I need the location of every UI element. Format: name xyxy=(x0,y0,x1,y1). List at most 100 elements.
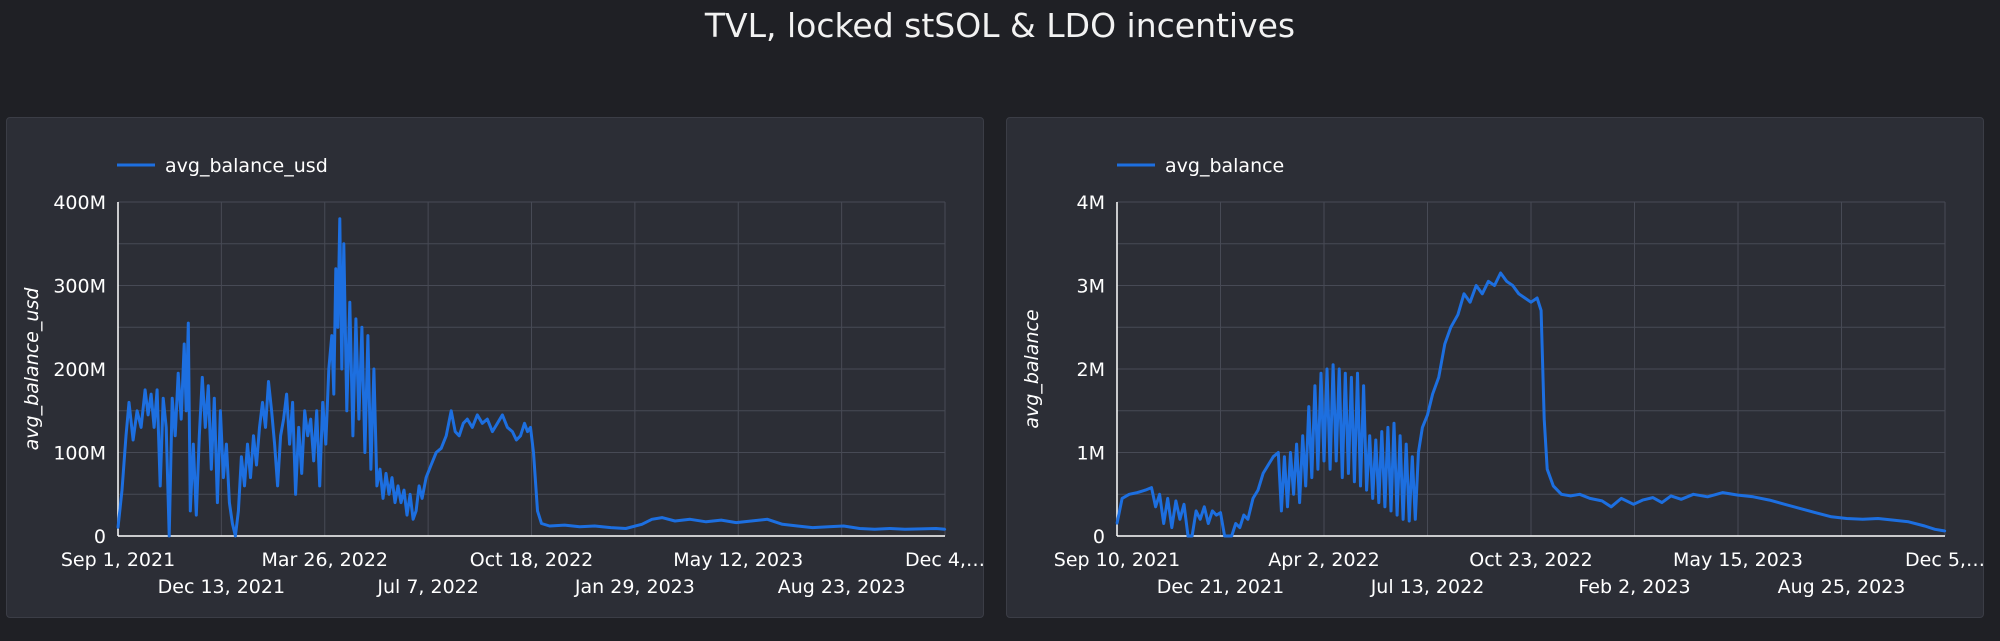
data-point xyxy=(414,509,418,513)
data-point xyxy=(1660,501,1664,504)
data-point xyxy=(1560,493,1563,496)
data-point xyxy=(1529,301,1533,304)
data-point xyxy=(496,422,499,425)
data-point xyxy=(170,397,174,400)
data-point xyxy=(1295,442,1298,446)
data-point xyxy=(1721,491,1724,494)
data-point xyxy=(609,526,612,529)
data-point xyxy=(903,528,907,531)
data-point xyxy=(324,442,327,446)
data-point xyxy=(348,301,352,304)
data-point xyxy=(198,434,201,437)
x-tick-label: Dec 21, 2021 xyxy=(1157,576,1284,598)
data-point xyxy=(357,417,361,421)
data-point xyxy=(1286,505,1289,508)
data-point xyxy=(146,413,150,417)
data-point xyxy=(1203,505,1206,508)
data-point xyxy=(1588,497,1592,500)
data-point xyxy=(330,334,333,337)
data-point xyxy=(1569,494,1572,498)
x-tick-label: Apr 2, 2022 xyxy=(1268,549,1379,571)
data-point xyxy=(491,430,494,433)
data-point xyxy=(1368,434,1371,437)
dashboard-title: TVL, locked stSOL & LDO incentives xyxy=(704,6,1296,45)
data-point xyxy=(1487,280,1490,283)
data-point xyxy=(1907,520,1910,524)
data-point xyxy=(1199,518,1202,521)
x-tick-label: Jul 13, 2022 xyxy=(1370,576,1485,598)
data-point xyxy=(1350,376,1353,379)
data-point xyxy=(240,455,243,458)
legend-label: avg_balance_usd xyxy=(165,155,328,177)
data-point xyxy=(1578,493,1581,496)
x-tick-label: Sep 1, 2021 xyxy=(61,549,175,571)
data-point xyxy=(1277,451,1280,454)
data-point xyxy=(282,417,285,421)
y-tick-label: 300M xyxy=(53,276,106,298)
data-point xyxy=(1256,488,1260,492)
data-point xyxy=(127,401,131,404)
data-point xyxy=(842,524,845,528)
data-point xyxy=(297,426,300,429)
data-point xyxy=(1468,301,1472,304)
data-point xyxy=(1246,518,1250,521)
data-point xyxy=(318,484,321,488)
data-point xyxy=(273,442,276,446)
data-point xyxy=(532,451,535,454)
data-point xyxy=(216,501,219,504)
data-point xyxy=(1481,292,1484,296)
data-point xyxy=(167,534,171,538)
data-point xyxy=(143,388,147,392)
x-tick-label: Dec 5,… xyxy=(1905,549,1985,571)
data-point xyxy=(276,484,279,488)
data-point xyxy=(1338,367,1341,371)
data-point xyxy=(1443,342,1446,346)
data-point xyxy=(252,434,255,437)
data-point xyxy=(309,417,312,421)
data-point xyxy=(351,434,355,437)
data-point xyxy=(408,493,412,496)
data-point xyxy=(152,426,156,429)
data-point xyxy=(429,463,433,467)
data-point xyxy=(1261,472,1265,475)
data-point xyxy=(243,484,246,488)
data-point xyxy=(1182,503,1186,506)
data-point xyxy=(338,217,342,220)
data-point xyxy=(131,438,135,442)
data-point xyxy=(1389,509,1393,513)
data-point xyxy=(735,521,738,524)
data-point xyxy=(1437,376,1440,379)
data-point xyxy=(363,451,367,454)
data-point xyxy=(1552,484,1555,488)
data-point xyxy=(650,518,654,521)
data-point xyxy=(1651,496,1654,499)
data-point xyxy=(1600,499,1604,503)
data-point xyxy=(1386,426,1390,429)
data-point xyxy=(1310,476,1314,479)
data-point xyxy=(279,434,282,437)
data-point xyxy=(1404,442,1408,446)
data-point xyxy=(466,417,469,421)
data-point xyxy=(1166,497,1169,500)
data-point xyxy=(1365,488,1368,492)
data-point xyxy=(1392,422,1396,425)
y-tick-label: 400M xyxy=(53,192,106,214)
data-point xyxy=(1154,505,1157,508)
data-point xyxy=(827,525,830,529)
data-point xyxy=(1266,463,1270,467)
data-point xyxy=(1475,284,1478,287)
data-point xyxy=(481,422,484,425)
data-point xyxy=(1215,513,1218,517)
data-point xyxy=(342,242,346,245)
data-point xyxy=(1845,517,1848,520)
data-point xyxy=(1511,284,1514,287)
data-point xyxy=(354,317,358,321)
data-point xyxy=(1401,518,1405,521)
data-point xyxy=(234,534,237,538)
data-point xyxy=(1158,493,1161,496)
data-point xyxy=(1307,405,1310,408)
data-point xyxy=(231,522,234,525)
data-point xyxy=(366,334,370,337)
data-point xyxy=(384,472,388,475)
y-tick-label: 0 xyxy=(1093,526,1105,548)
